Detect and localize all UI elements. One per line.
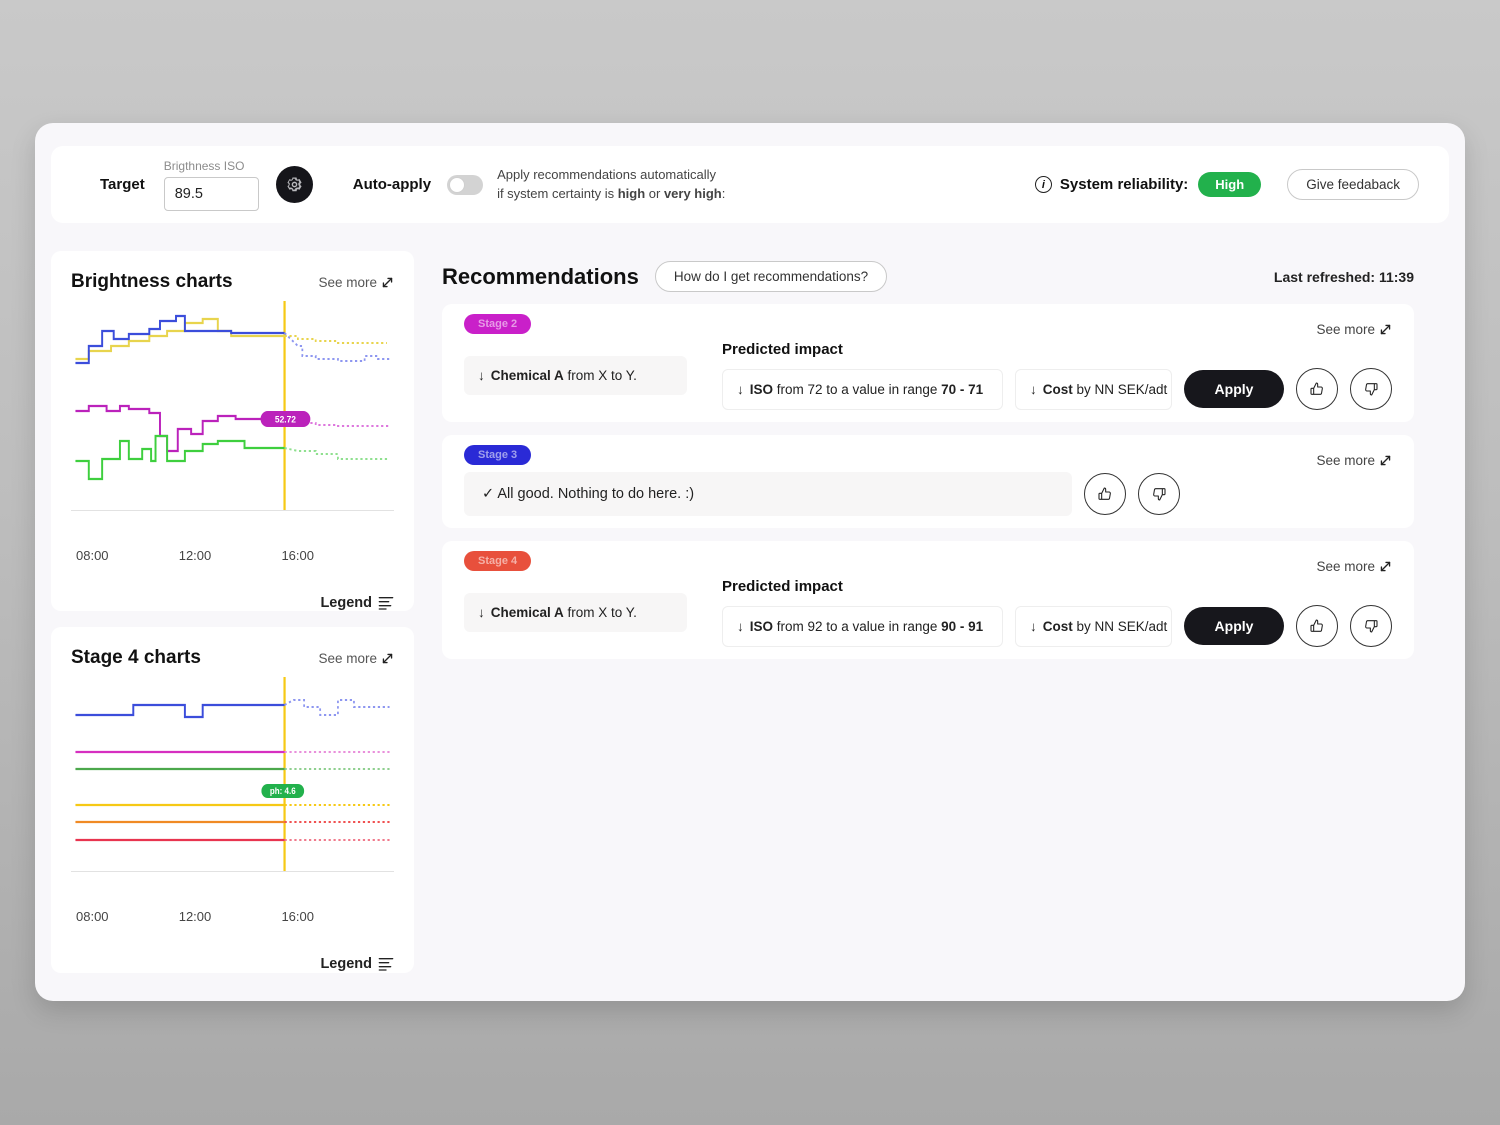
svg-text:ph: 4.6: ph: 4.6 (270, 786, 296, 797)
svg-text:52.72: 52.72 (275, 414, 296, 425)
